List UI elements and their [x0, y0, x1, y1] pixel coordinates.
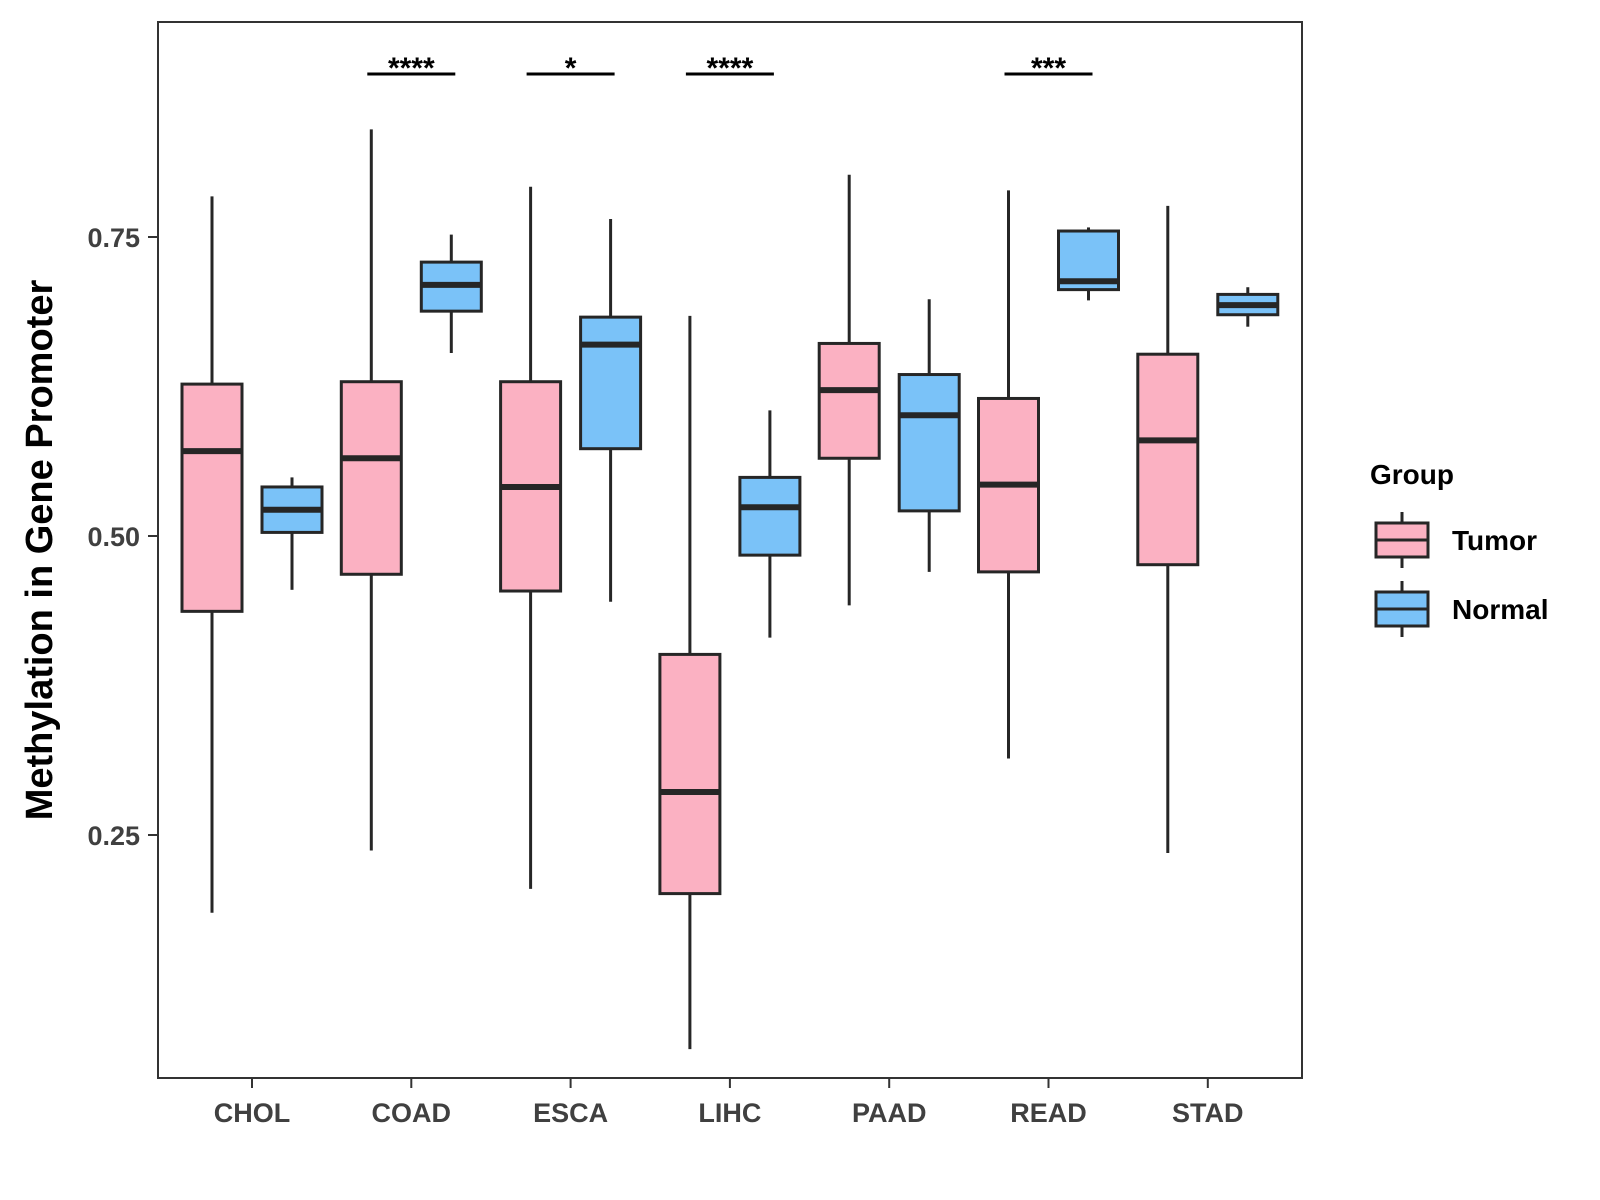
normal-box-coad: [419, 234, 483, 354]
iqr-box: [339, 380, 403, 576]
iqr-box: [579, 315, 643, 451]
significance-annotations: **** * **** ***: [367, 52, 1093, 85]
significance-read: ***: [1004, 52, 1093, 85]
iqr-box: [180, 382, 244, 613]
normal-box-paad: [897, 299, 961, 572]
legend-label: Normal: [1452, 594, 1548, 625]
iqr-box: [897, 373, 961, 513]
x-tick-label: COAD: [372, 1098, 452, 1128]
x-tick-label: ESCA: [533, 1098, 608, 1128]
y-tick-label: 0.50: [87, 522, 140, 552]
significance-esca: *: [526, 52, 615, 85]
y-tick-label: 0.25: [87, 821, 140, 851]
plot-panel-border: [157, 21, 1303, 1079]
tumor-box-read: [977, 190, 1040, 759]
significance-label: ***: [1031, 52, 1066, 85]
significance-coad: ****: [367, 52, 456, 85]
iqr-box: [658, 652, 722, 896]
tumor-box-stad: [1136, 205, 1200, 853]
tumor-box-chol: [180, 196, 244, 913]
y-tick-label: 0.75: [87, 223, 140, 253]
tumor-box-esca: [499, 186, 563, 889]
box-series: [180, 129, 1280, 1050]
x-tick-label: PAAD: [852, 1098, 927, 1128]
normal-box-lihc: [738, 410, 802, 638]
y-axis-title: Methylation in Gene Promoter: [19, 280, 61, 821]
x-axis: CHOL COAD ESCA LIHC PAAD READ STAD: [214, 1078, 1244, 1128]
y-axis: 0.25 0.50 0.75: [87, 223, 158, 851]
iqr-box: [738, 475, 802, 557]
legend-entry-tumor: Tumor: [1374, 512, 1537, 568]
tumor-box-lihc: [658, 315, 722, 1050]
normal-box-esca: [579, 219, 643, 602]
significance-lihc: ****: [685, 52, 774, 85]
legend-title: Group: [1370, 459, 1454, 490]
x-tick-label: LIHC: [698, 1098, 761, 1128]
legend-label: Tumor: [1452, 525, 1537, 556]
x-tick-label: READ: [1010, 1098, 1087, 1128]
legend-entry-normal: Normal: [1374, 581, 1548, 637]
iqr-box: [1136, 352, 1200, 567]
significance-label: *: [565, 52, 577, 85]
normal-box-stad: [1216, 287, 1280, 327]
x-tick-label: CHOL: [214, 1098, 291, 1128]
tumor-box-paad: [817, 174, 881, 606]
legend: Group Tumor Normal: [1370, 459, 1548, 637]
iqr-box: [817, 341, 881, 460]
normal-box-chol: [260, 477, 324, 590]
x-tick-label: STAD: [1172, 1098, 1244, 1128]
significance-label: ****: [388, 52, 435, 85]
significance-label: ****: [707, 52, 754, 85]
normal-box-read: [1057, 227, 1120, 301]
tumor-box-coad: [339, 129, 403, 851]
